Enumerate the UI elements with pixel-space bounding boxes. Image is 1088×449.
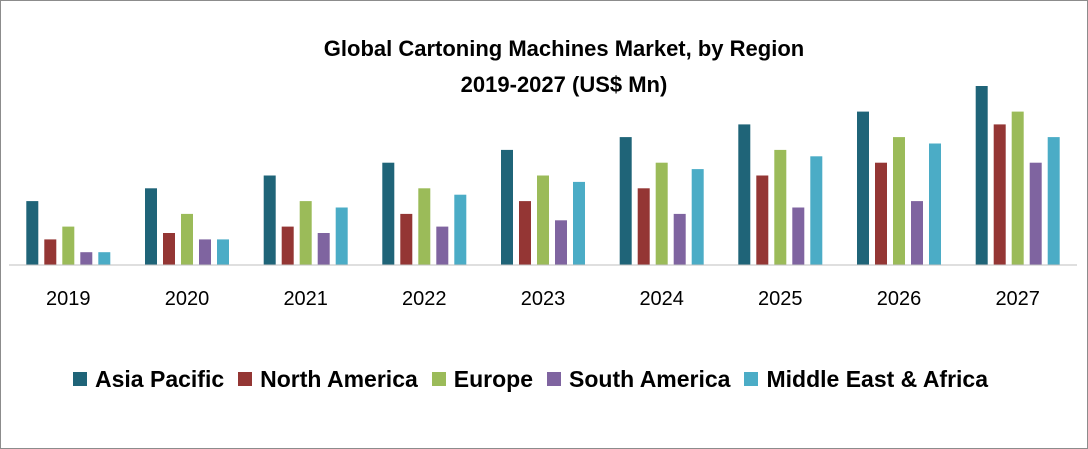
x-tick-label-2025: 2025 bbox=[758, 288, 803, 310]
chart-title-line2: 2019-2027 (US$ Mn) bbox=[460, 72, 668, 97]
bar-2025-europe bbox=[774, 149, 787, 265]
x-tick-label-2019: 2019 bbox=[46, 288, 91, 310]
bar-2019-north-america bbox=[44, 239, 57, 265]
legend-swatch-north-america bbox=[238, 372, 253, 386]
bar-2022-europe bbox=[418, 188, 431, 265]
bar-2022-south-america bbox=[436, 226, 449, 265]
bar-2023-middle-east-africa bbox=[573, 181, 585, 265]
x-tick-label-2026: 2026 bbox=[877, 288, 922, 310]
bar-2027-asia-pacific bbox=[975, 86, 988, 265]
legend-label-asia-pacific: Asia Pacific bbox=[95, 365, 225, 392]
legend-label-europe: Europe bbox=[453, 365, 534, 392]
bar-2023-north-america bbox=[519, 201, 531, 265]
bar-2024-asia-pacific bbox=[619, 137, 632, 265]
bar-2026-asia-pacific bbox=[857, 111, 869, 265]
bar-2023-europe bbox=[537, 175, 549, 265]
legend-swatch-south-america bbox=[547, 372, 562, 386]
legend-label-north-america: North America bbox=[260, 365, 418, 392]
bar-2027-north-america bbox=[993, 124, 1006, 266]
bar-2026-north-america bbox=[875, 162, 887, 265]
bar-2019-middle-east-africa bbox=[98, 252, 111, 265]
bar-2025-north-america bbox=[756, 175, 769, 265]
bar-2025-middle-east-africa bbox=[810, 156, 823, 265]
bar-2023-south-america bbox=[555, 220, 567, 266]
bar-2020-middle-east-africa bbox=[217, 239, 229, 265]
bar-2026-south-america bbox=[911, 201, 923, 265]
legend-item-middle-east-africa: Middle East & Africa bbox=[744, 366, 988, 393]
bar-2024-middle-east-africa bbox=[691, 169, 704, 265]
bar-2025-asia-pacific bbox=[738, 124, 751, 266]
chart-title: Global Cartoning Machines Market, by Reg… bbox=[1, 31, 1088, 103]
x-tick-label-2022: 2022 bbox=[402, 288, 447, 310]
legend-swatch-europe bbox=[431, 372, 446, 386]
bar-2019-south-america bbox=[80, 252, 93, 265]
bar-2020-europe bbox=[181, 213, 193, 265]
x-tick-label-2027: 2027 bbox=[995, 288, 1040, 310]
bar-2019-europe bbox=[62, 226, 75, 265]
bar-2021-south-america bbox=[317, 233, 330, 265]
bar-2026-europe bbox=[893, 137, 905, 265]
bar-2027-europe bbox=[1011, 111, 1024, 265]
bar-2026-middle-east-africa bbox=[929, 143, 941, 265]
legend-label-south-america: South America bbox=[569, 365, 731, 392]
bar-2021-north-america bbox=[281, 226, 294, 265]
x-tick-label-2023: 2023 bbox=[521, 288, 566, 310]
bar-2027-south-america bbox=[1029, 162, 1042, 265]
x-tick-label-2024: 2024 bbox=[639, 288, 684, 310]
chart-legend: Asia Pacific North America Europe South Ame… bbox=[73, 359, 1083, 399]
bar-2024-europe bbox=[655, 162, 668, 265]
bar-2024-south-america bbox=[673, 213, 686, 265]
bar-2027-middle-east-africa bbox=[1047, 137, 1060, 265]
x-tick-label-2020: 2020 bbox=[165, 288, 210, 310]
legend-item-europe: Europe bbox=[431, 365, 534, 393]
bar-2019-asia-pacific bbox=[26, 201, 39, 265]
bar-2021-europe bbox=[299, 201, 312, 265]
bar-2020-south-america bbox=[199, 239, 211, 265]
bar-2022-asia-pacific bbox=[382, 162, 395, 265]
legend-swatch-middle-east-africa bbox=[744, 372, 759, 386]
bar-2025-south-america bbox=[792, 207, 805, 265]
legend-item-south-america: South America bbox=[547, 366, 730, 393]
chart-title-line1: Global Cartoning Machines Market, by Reg… bbox=[323, 36, 805, 61]
bar-2022-middle-east-africa bbox=[454, 194, 467, 265]
legend-label-middle-east-africa: Middle East & Africa bbox=[766, 365, 989, 392]
bar-2021-middle-east-africa bbox=[335, 207, 348, 265]
legend-item-asia-pacific: Asia Pacific bbox=[73, 366, 224, 393]
bar-2024-north-america bbox=[637, 188, 650, 265]
legend-item-north-america: North America bbox=[238, 366, 418, 393]
bar-2023-asia-pacific bbox=[501, 149, 513, 265]
bar-2022-north-america bbox=[400, 213, 413, 265]
x-tick-label-2021: 2021 bbox=[283, 288, 328, 310]
bar-2020-asia-pacific bbox=[145, 188, 157, 265]
bar-2020-north-america bbox=[163, 233, 175, 265]
legend-swatch-asia-pacific bbox=[73, 372, 87, 386]
bar-2021-asia-pacific bbox=[263, 175, 276, 265]
